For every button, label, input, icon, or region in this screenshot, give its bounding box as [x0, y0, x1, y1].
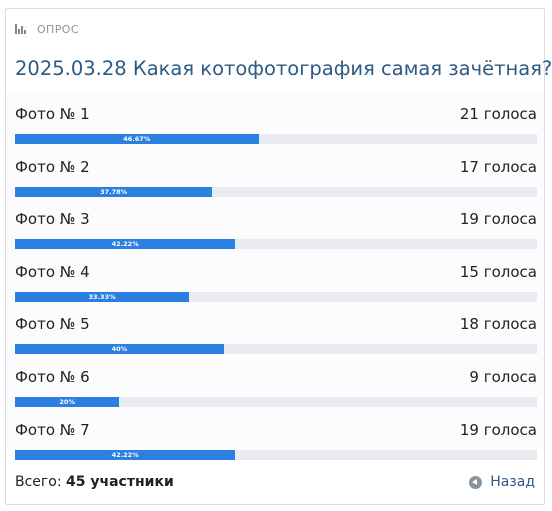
header-label: ОПРОС — [37, 22, 79, 36]
poll-option: Фото № 7 19 голоса 42.22% — [15, 417, 537, 460]
back-label: Назад — [490, 474, 535, 490]
option-label: Фото № 7 — [15, 420, 90, 439]
option-label: Фото № 6 — [15, 368, 90, 386]
total-prefix: Всего: — [15, 474, 62, 490]
circle-arrow-left-icon — [469, 475, 483, 489]
poll-title: 2025.03.28 Какая котофотография самая за… — [15, 57, 552, 80]
option-label: Фото № 1 — [15, 105, 90, 123]
poll-option: Фото № 5 18 голоса 40% — [15, 311, 537, 355]
option-votes: 17 голоса — [459, 157, 537, 176]
progress-track: 42.22% — [15, 449, 537, 460]
progress-track: 20% — [15, 397, 537, 407]
progress-fill: 42.22% — [15, 449, 236, 460]
bar-chart-icon — [15, 23, 29, 35]
progress-percent: 42.22% — [111, 240, 139, 249]
progress-fill: 46.67% — [15, 134, 259, 144]
progress-track: 33.33% — [15, 291, 537, 302]
option-label: Фото № 5 — [15, 315, 90, 334]
option-label: Фото № 2 — [15, 157, 90, 176]
poll-options: Фото № 1 21 голоса 46.67% Фото № 2 17 голоса… — [6, 93, 544, 460]
poll-option: Фото № 3 19 голоса 42.22% — [15, 206, 537, 250]
option-votes: 19 голоса — [459, 420, 537, 439]
progress-percent: 40% — [111, 345, 128, 354]
progress-track: 42.22% — [15, 239, 537, 250]
option-votes: 15 голоса — [459, 262, 537, 281]
progress-fill: 42.22% — [15, 239, 236, 250]
option-votes: 9 голоса — [469, 368, 537, 386]
progress-fill: 37.78% — [15, 186, 213, 197]
progress-track: 46.67% — [15, 134, 537, 144]
total-participants: Всего: 45 участники — [15, 474, 174, 490]
option-label: Фото № 3 — [15, 210, 90, 229]
option-votes: 21 голоса — [459, 105, 537, 123]
option-votes: 19 голоса — [459, 210, 537, 229]
progress-track: 40% — [15, 344, 537, 355]
poll-header: ОПРОС — [15, 21, 79, 37]
poll-option: Фото № 6 9 голоса 20% — [15, 364, 537, 407]
progress-fill: 33.33% — [15, 291, 189, 302]
option-label: Фото № 4 — [15, 262, 90, 281]
progress-percent: 37.78% — [100, 187, 128, 196]
poll-option: Фото № 2 17 голоса 37.78% — [15, 154, 537, 197]
poll-card: ОПРОС 2025.03.28 Какая котофотография са… — [5, 8, 552, 505]
progress-fill: 40% — [15, 344, 224, 355]
progress-percent: 33.33% — [88, 292, 116, 301]
progress-fill: 20% — [15, 397, 120, 407]
progress-percent: 46.67% — [123, 135, 151, 143]
back-link[interactable]: Назад — [469, 474, 535, 490]
poll-option: Фото № 1 21 голоса 46.67% — [15, 101, 537, 144]
progress-percent: 42.22% — [111, 450, 139, 459]
option-votes: 18 голоса — [459, 315, 537, 334]
progress-track: 37.78% — [15, 186, 537, 197]
total-value: 45 участники — [66, 474, 174, 490]
poll-option: Фото № 4 15 голоса 33.33% — [15, 259, 537, 302]
progress-percent: 20% — [59, 398, 75, 406]
